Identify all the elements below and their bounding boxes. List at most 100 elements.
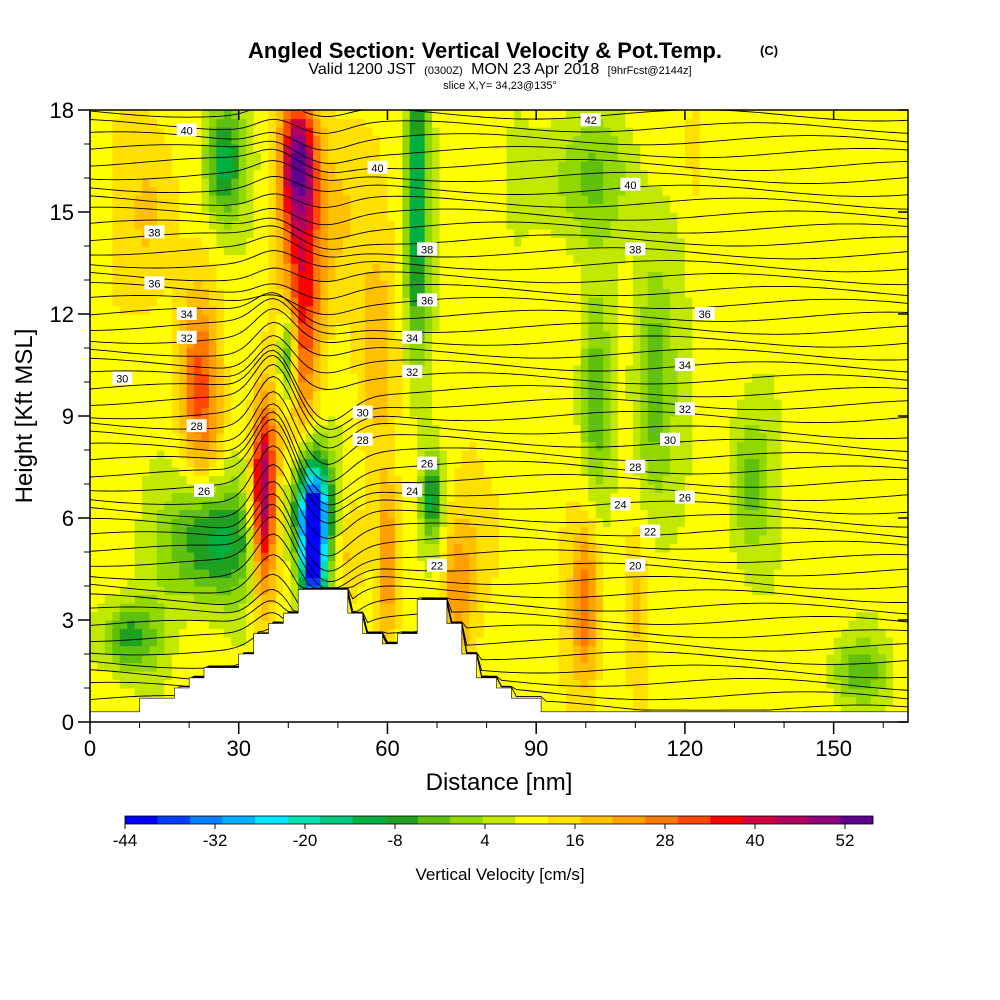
field-cell [670,662,679,672]
field-cell [774,356,783,366]
field-cell [640,696,649,706]
field-cell [261,433,270,443]
field-cell [588,569,597,579]
field-cell [789,628,798,638]
field-cell [261,509,270,519]
field-cell [350,577,359,587]
field-cell [625,552,634,562]
field-cell [826,458,835,468]
field-cell [900,399,909,409]
field-cell [238,331,247,341]
field-cell [372,390,381,400]
field-cell [759,543,768,553]
field-cell [811,475,820,485]
field-cell [855,467,864,477]
field-cell [409,518,418,528]
field-cell [632,603,641,613]
field-cell [350,501,359,511]
field-cell [313,543,322,553]
field-cell [119,535,128,545]
field-cell [677,654,686,664]
field-cell [342,577,351,587]
field-cell [194,603,203,613]
field-cell [208,433,218,443]
field-cell [610,526,619,536]
field-cell [179,501,188,511]
field-cell [104,416,113,426]
field-cell [610,373,619,383]
field-cell [253,373,262,383]
field-cell [387,492,396,502]
field-cell [134,552,143,562]
field-cell [789,424,798,434]
field-cell [893,484,902,494]
field-cell [402,382,411,392]
field-cell [588,620,597,630]
field-cell [543,577,552,587]
field-cell [417,441,426,451]
field-cell [811,637,820,647]
field-cell [573,569,582,579]
field-cell [588,645,597,655]
field-cell [268,577,277,587]
field-cell [446,399,455,409]
field-cell [201,628,210,638]
field-cell [841,705,850,715]
field-cell [499,339,508,349]
field-cell [313,416,322,426]
field-cell [632,492,641,502]
field-cell [484,509,493,519]
field-cell [617,492,627,502]
field-cell [789,373,798,383]
field-cell [149,467,158,477]
field-cell [290,518,299,528]
field-cell [774,509,783,519]
field-cell [885,450,894,460]
field-cell [751,433,760,443]
field-cell [90,543,99,553]
field-cell [640,603,649,613]
field-cell [833,637,842,647]
field-cell [335,518,344,528]
field-cell [855,637,864,647]
field-cell [662,535,671,545]
field-cell [387,543,396,553]
field-cell [387,467,396,477]
field-cell [186,382,195,392]
field-cell [893,450,902,460]
field-cell [833,356,842,366]
field-cell [261,543,270,553]
field-cell [186,458,195,468]
field-cell [751,382,760,392]
field-cell [580,399,589,409]
field-cell [722,628,731,638]
field-cell [751,518,760,528]
field-cell [90,671,99,681]
field-cell [803,594,812,604]
field-cell [469,560,478,570]
field-cell [803,586,812,596]
field-cell [655,577,664,587]
field-cell [298,382,307,392]
field-cell [261,424,270,434]
field-cell [499,637,508,647]
field-cell [127,382,136,392]
field-cell [461,441,470,451]
field-cell [870,373,879,383]
field-cell [484,450,493,460]
field-cell [112,501,121,511]
field-cell [97,365,106,375]
field-cell [640,382,649,392]
field-cell [699,501,708,511]
field-cell [201,475,210,485]
field-cell [208,492,218,502]
field-cell [380,526,389,536]
field-cell [603,671,612,681]
field-cell [543,679,552,689]
field-cell [803,365,812,375]
field-cell [588,348,597,358]
field-cell [127,662,136,672]
field-cell [365,518,374,528]
field-cell [722,356,731,366]
field-cell [528,671,537,681]
